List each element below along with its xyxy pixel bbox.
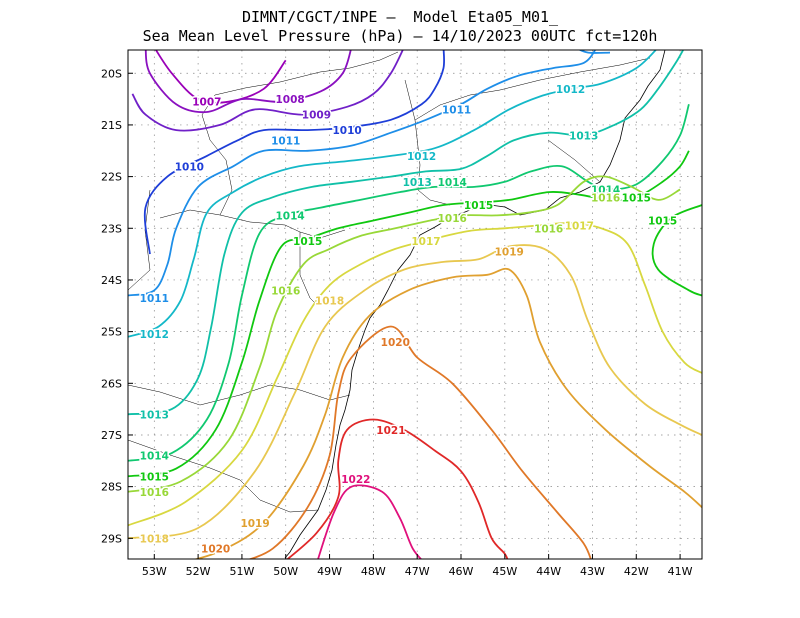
lat-tick-label: 20S [101,67,122,80]
lon-tick-label: 44W [536,565,561,578]
isobar-label: 1011 [140,293,169,305]
lat-tick-label: 25S [101,326,122,339]
isobar-label: 1011 [271,135,300,147]
isobar-label: 1007 [192,97,221,109]
isobar-label: 1014 [591,185,620,197]
isobar-1011 [128,50,597,297]
isobar-1007 [154,50,287,104]
lon-tick-label: 43W [580,565,605,578]
map-title-line2: Sea Mean Level Pressure (hPa) – 14/10/20… [142,27,658,45]
isobar-label: 1017 [565,221,594,233]
isobar-label: 1015 [464,200,493,212]
lon-tick-label: 51W [229,565,254,578]
lon-tick-label: 52W [186,565,211,578]
isobar-label: 1021 [376,425,405,437]
isobar-label: 1015 [293,236,322,248]
isobar-1008 [144,50,352,114]
lon-tick-label: 46W [449,565,474,578]
lon-tick-label: 47W [405,565,430,578]
isobar-label: 1012 [407,151,436,163]
isobar-1015 [651,204,702,297]
isobar-label: 1022 [341,474,370,486]
lat-tick-label: 24S [101,274,122,287]
latitude-tick-labels: 20S 21S 22S 23S 24S 25S 26S 27S 28S 29S [101,67,133,545]
isobar-label: 1008 [276,94,305,106]
lon-tick-label: 41W [668,565,693,578]
isobar-label: 1015 [648,216,677,228]
lon-tick-label: 42W [624,565,649,578]
lat-tick-label: 26S [101,377,122,390]
isobar-label: 1013 [569,130,598,142]
lon-tick-label: 45W [492,565,517,578]
lon-tick-label: 50W [273,565,298,578]
coastline-and-borders [127,49,666,559]
lat-tick-label: 23S [101,222,122,235]
isobar-label: 1018 [140,533,169,545]
lon-tick-label: 48W [361,565,386,578]
lat-lon-grid [128,50,702,559]
isobar-1009 [131,50,404,132]
isobar-label: 1014 [140,451,169,463]
isobar-label: 1012 [140,329,169,341]
isobar-label: 1013 [140,409,169,421]
plot-frame [127,49,703,560]
isobar-1021 [286,418,509,559]
isobar-label: 1016 [271,285,300,297]
isobar-label: 1018 [315,296,344,308]
isobar-1017 [128,222,702,527]
lat-tick-label: 21S [101,119,122,132]
isobar-label: 1016 [438,213,467,225]
isobar-label: 1010 [175,161,204,173]
isobar-1012 [128,50,657,338]
map-title-line1: DIMNT/CGCT/INPE – Model Eta05_M01_ [241,8,559,26]
isobar-label: 1012 [556,84,585,96]
isobar-label: 1010 [332,125,361,137]
isobar-label: 1017 [411,236,440,248]
isobar-label: 1014 [438,177,467,189]
longitude-tick-labels: 53W 52W 51W 50W 49W 48W 47W 46W 45W 44W 43W 42W 41W [142,554,693,578]
isobar-1010 [143,50,446,255]
isobar-1020 [247,325,592,559]
lat-tick-label: 28S [101,481,122,494]
isobar-label: 1019 [240,518,269,530]
lat-tick-label: 29S [101,532,122,545]
lat-tick-label: 27S [101,429,122,442]
isobar-1018 [128,244,702,540]
isobar-label: 1015 [140,471,169,483]
isobar-label: 1019 [495,247,524,259]
isobar-1015 [128,150,690,478]
isobar-label: 1014 [276,210,305,222]
lon-tick-label: 53W [142,565,167,578]
lon-tick-label: 49W [317,565,342,578]
lat-tick-label: 22S [101,171,122,184]
isobar-label: 1013 [403,177,432,189]
isobar-1016 [128,175,681,493]
isobar-1011 [578,50,611,54]
isobar-label: 1016 [534,223,563,235]
isobar-label: 1016 [591,192,620,204]
isobar-1022 [317,484,423,559]
isobar-labels: 1007 100810091010101010111011101210121013… [138,82,679,557]
isobar-label: 1020 [201,544,230,556]
isobar-1013 [128,50,685,416]
isobar-label: 1011 [442,104,471,116]
isobar-label: 1020 [381,337,410,349]
isobar-contours [128,50,702,559]
isobar-1014 [128,104,690,462]
isobar-label: 1016 [140,487,169,499]
isobar-label: 1015 [622,192,651,204]
isobar-label: 1009 [302,110,331,122]
isobar-1019 [193,267,702,559]
